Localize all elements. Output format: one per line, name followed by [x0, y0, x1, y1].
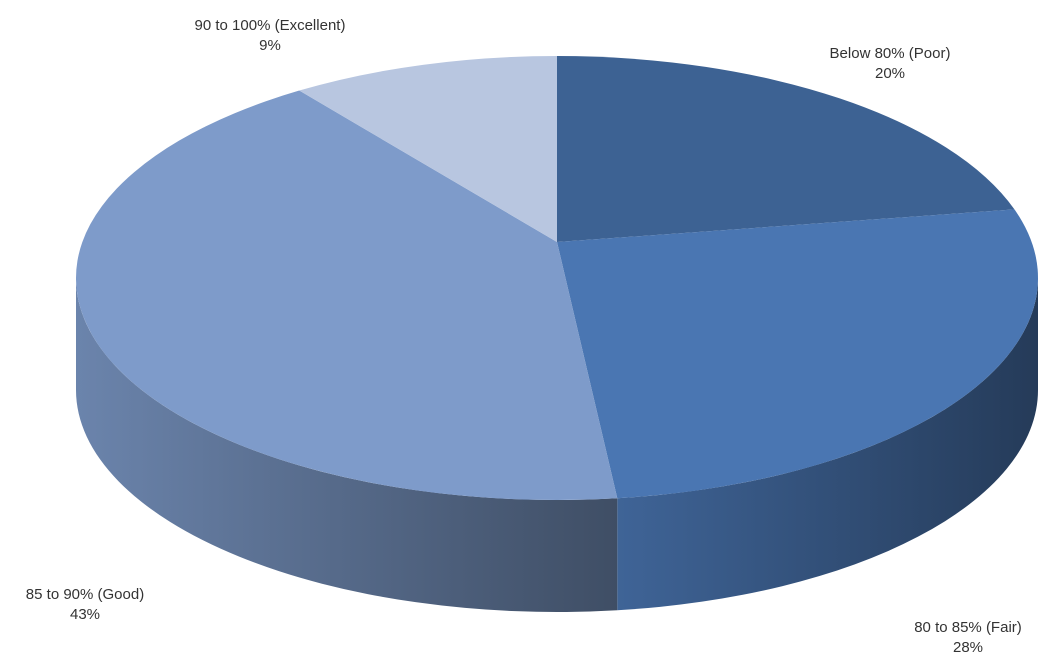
pie-slice	[76, 90, 618, 500]
slice-side	[617, 278, 1038, 611]
slice-side	[76, 278, 618, 612]
slice-label: 85 to 90% (Good)	[26, 586, 144, 603]
pie-slice	[557, 209, 1038, 499]
slice-label: Below 80% (Poor)	[830, 45, 951, 62]
slice-label: 80 to 85% (Fair)	[914, 619, 1022, 636]
pie-sides	[76, 278, 1038, 612]
pie-slice	[299, 56, 557, 242]
pie-tops	[76, 56, 1038, 500]
slice-value-label: 20%	[875, 65, 905, 82]
data-labels: Below 80% (Poor) 20% 80 to 85% (Fair) 28% 85…	[26, 17, 1022, 656]
slice-value-label: 43%	[70, 606, 100, 623]
slice-value-label: 9%	[259, 37, 281, 54]
slice-value-label: 28%	[953, 639, 983, 656]
slice-label: 90 to 100% (Excellent)	[195, 17, 346, 34]
pie-slice	[557, 56, 1015, 242]
